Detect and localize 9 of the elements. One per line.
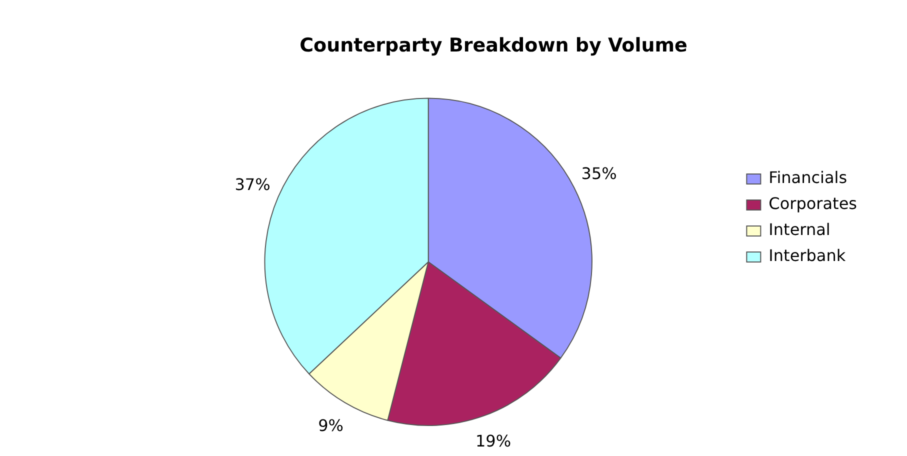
legend-label: Financials	[768, 168, 848, 188]
legend-label: Interbank	[768, 246, 846, 266]
data-label: 37%	[234, 174, 270, 194]
legend-label: Internal	[768, 220, 830, 240]
legend-label: Corporates	[768, 194, 858, 214]
data-label: 9%	[318, 416, 344, 435]
data-label: 35%	[581, 164, 617, 184]
chart-title: Counterparty Breakdown by Volume	[300, 34, 688, 56]
data-label: 19%	[475, 431, 512, 450]
